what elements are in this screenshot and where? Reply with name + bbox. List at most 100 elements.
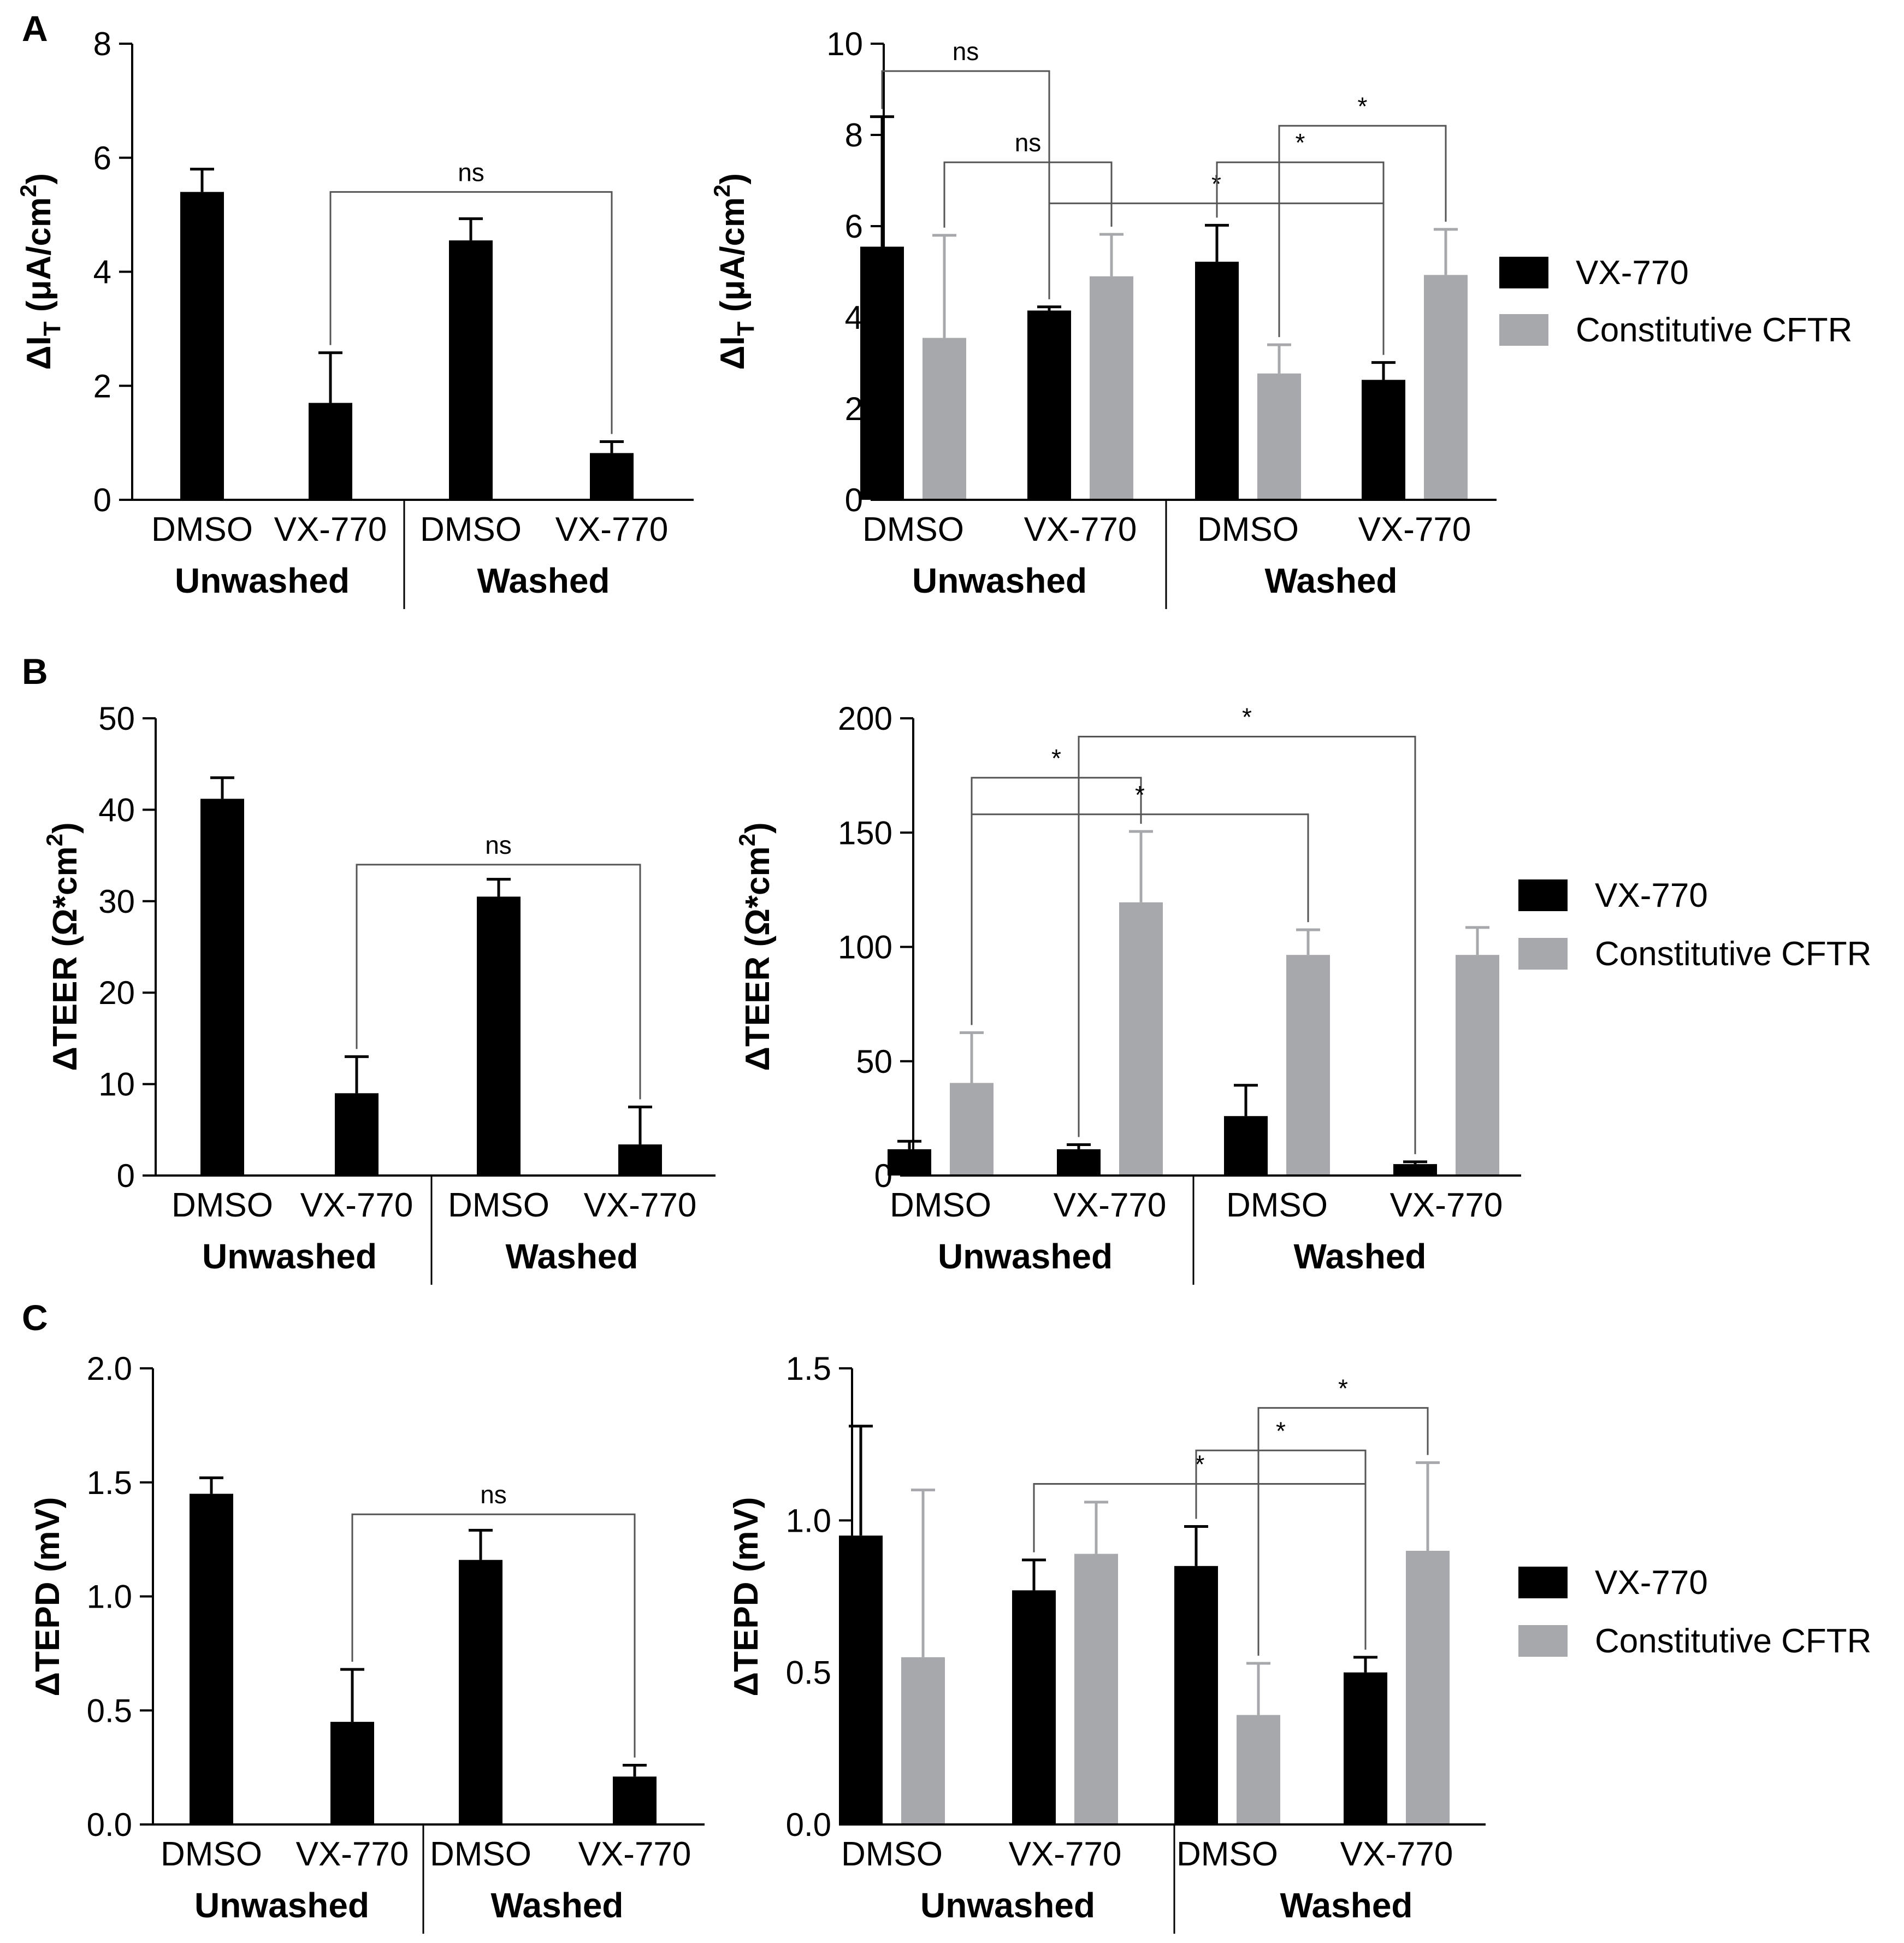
bar-vx770 (1057, 1149, 1101, 1176)
x-group-label: Washed (1280, 1886, 1413, 1925)
chart-a-right: 0 2 4 6 8 10 DMSO VX-770 DMSO VX-770 Unwashed Washe… (709, 26, 1852, 609)
bar-vx770 (309, 403, 352, 500)
legend-label: Constitutive CFTR (1595, 1622, 1871, 1660)
bar-vx770 (1344, 1672, 1387, 1824)
y-tick-label: 0 (117, 1157, 135, 1194)
bar-vx770 (860, 246, 904, 500)
bar-constitutive-cftr (901, 1657, 945, 1824)
y-tick-label: 50 (856, 1043, 892, 1080)
x-category-label: DMSO (172, 1186, 273, 1224)
y-title-sup: 2 (734, 834, 760, 846)
y-tick-label: 0.5 (87, 1692, 132, 1729)
bar-vx770 (590, 453, 634, 500)
bar-vx770 (330, 1722, 374, 1824)
x-category-label: DMSO (420, 511, 522, 548)
significance-bracket (1216, 161, 1385, 355)
y-tick-label: 4 (93, 254, 111, 291)
bar-vx770 (1224, 1116, 1268, 1176)
y-axis-title: ΔTEER (Ω*cm2) (42, 822, 84, 1071)
legend-label: Constitutive CFTR (1595, 935, 1871, 973)
y-axis-title: ΔTEPD (mV) (29, 1497, 67, 1697)
legend-label: Constitutive CFTR (1576, 311, 1852, 349)
y-title-end: ) (46, 822, 84, 834)
y-tick-label: 0.0 (786, 1806, 831, 1843)
y-title-end: ) (20, 173, 58, 185)
bar-vx770 (1012, 1590, 1056, 1824)
bar-constitutive-cftr (923, 338, 966, 500)
y-tick-label: 200 (838, 700, 892, 737)
significance-bracket (356, 864, 641, 1100)
x-group-label: Unwashed (920, 1886, 1095, 1925)
significance-label: * (1276, 1416, 1286, 1445)
x-category-label: DMSO (1176, 1835, 1278, 1873)
y-tick-label: 1.0 (87, 1579, 132, 1615)
bar-vx770 (180, 192, 224, 500)
y-title-main: ΔI (20, 336, 58, 370)
y-tick-label: 4 (845, 299, 863, 336)
significance-bracket (943, 161, 1113, 228)
y-tick-label: 2.0 (87, 1350, 132, 1387)
x-category-label: DMSO (1226, 1186, 1328, 1224)
bar-constitutive-cftr (1456, 955, 1499, 1176)
bar-vx770 (1174, 1566, 1218, 1824)
y-tick-label: 1.5 (87, 1464, 132, 1501)
y-axis-title: ΔIT (μA/cm2) (15, 173, 66, 370)
y-tick-label: 10 (826, 26, 863, 62)
y-tick-label: 8 (93, 26, 111, 62)
bar-vx770 (888, 1149, 931, 1176)
x-category-label: VX-770 (1390, 1186, 1503, 1224)
y-tick-label: 30 (98, 883, 135, 920)
y-title-rest: (μA/cm (714, 197, 752, 321)
bar-vx770 (839, 1535, 883, 1824)
y-title-end: ) (739, 822, 777, 834)
significance-label: * (1135, 781, 1145, 809)
x-category-label: DMSO (161, 1835, 262, 1873)
y-tick-label: 8 (845, 117, 863, 153)
panel-letter-a: A (22, 8, 48, 49)
bar-vx770 (1393, 1164, 1437, 1176)
x-group-label: Unwashed (194, 1886, 369, 1925)
bar-vx770 (613, 1776, 657, 1824)
chart-a-left: 0 2 4 6 8 DMSO VX-770 DMSO VX-770 Unwashed Washed Δ… (15, 26, 694, 609)
y-title-sub: T (39, 321, 66, 336)
significance-label: ns (485, 831, 512, 859)
y-title-main: ΔTEPD (mV) (29, 1497, 67, 1697)
x-category-label: VX-770 (555, 511, 669, 548)
x-category-label: VX-770 (1340, 1835, 1453, 1873)
y-title-sup: 2 (15, 185, 41, 197)
significance-bracket (1078, 735, 1416, 1154)
y-tick-label: 0 (93, 482, 111, 518)
bar-constitutive-cftr (1406, 1551, 1450, 1824)
y-tick-label: 1.5 (786, 1350, 831, 1387)
y-tick-label: 0.0 (87, 1806, 132, 1843)
x-category-label: DMSO (841, 1835, 943, 1873)
y-tick-label: 6 (93, 140, 111, 176)
x-group-label: Washed (491, 1886, 624, 1925)
x-group-label: Washed (1265, 561, 1398, 600)
x-category-label: DMSO (862, 511, 964, 548)
bar-vx770 (1362, 380, 1405, 500)
legend-swatch-vx770 (1518, 879, 1568, 911)
y-tick-label: 0.5 (786, 1655, 831, 1691)
bar-constitutive-cftr (1257, 373, 1301, 500)
x-category-label: VX-770 (1009, 1835, 1122, 1873)
bar-constitutive-cftr (1424, 275, 1468, 500)
x-category-label: DMSO (890, 1186, 991, 1224)
y-tick-label: 10 (98, 1066, 135, 1103)
x-category-label: DMSO (430, 1835, 531, 1873)
bar-vx770 (477, 896, 521, 1176)
bar-constitutive-cftr (1237, 1715, 1280, 1824)
x-category-label: DMSO (1197, 511, 1299, 548)
bar-vx770 (335, 1093, 379, 1176)
legend-label: VX-770 (1595, 1564, 1708, 1602)
chart-c-left: 0.0 0.5 1.0 1.5 2.0 DMSO VX-770 DMSO VX-770 Unwas… (29, 1350, 705, 1934)
panel-letter-c: C (22, 1297, 48, 1338)
significance-label: ns (480, 1480, 507, 1509)
y-tick-label: 40 (98, 792, 135, 828)
x-group-label: Unwashed (175, 561, 350, 600)
significance-bracket (1278, 125, 1447, 338)
legend-swatch-vx770 (1499, 257, 1548, 288)
y-title-end: ) (714, 173, 752, 185)
significance-label: * (1051, 744, 1061, 772)
bar-constitutive-cftr (950, 1083, 994, 1176)
